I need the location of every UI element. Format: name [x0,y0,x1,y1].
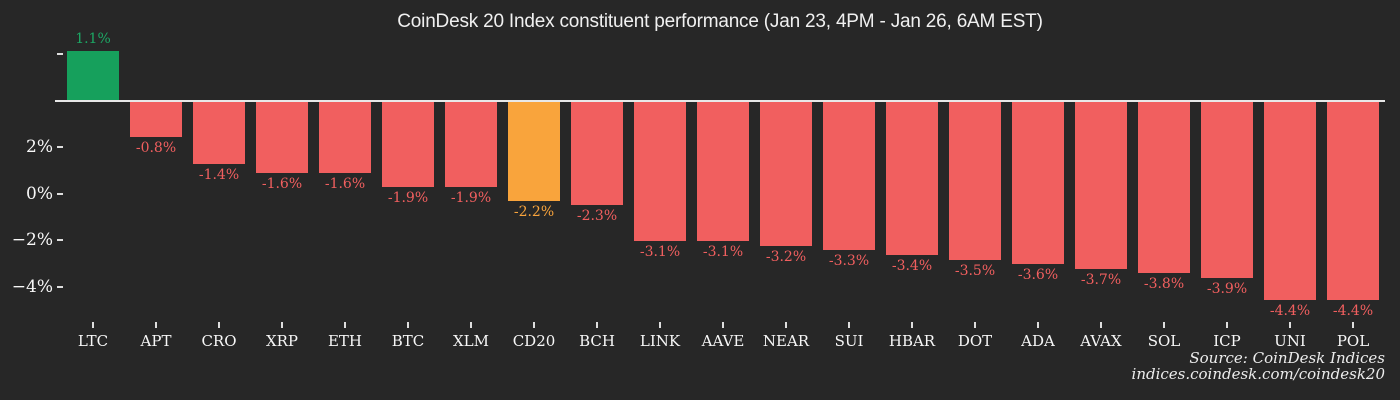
bar-sol [1138,101,1190,274]
bar-value-label: -1.6% [324,176,366,193]
x-axis-tick-mark [848,322,850,328]
x-axis-tick-mark [407,322,409,328]
bar-value-label: -3.1% [702,244,744,261]
bar-xlm [445,101,497,188]
bar-eth [319,101,371,174]
y-axis-tick-mark [57,146,63,148]
x-axis-tick-mark [218,322,220,328]
bar-icp [1201,101,1253,278]
y-axis-tick-label: −4% [11,277,53,297]
x-axis-label-btc: BTC [391,332,425,350]
bar-avax [1075,101,1127,269]
bar-ada [1012,101,1064,265]
bar-value-label: -3.8% [1143,276,1185,293]
bar-value-label: -3.1% [639,244,681,261]
bar-hbar [886,101,938,256]
x-axis-tick-mark [1100,322,1102,328]
x-axis-label-dot: DOT [957,332,993,350]
zero-baseline [55,100,1385,102]
x-axis-label-xlm: XLM [453,332,489,350]
x-axis-label-apt: APT [140,332,172,350]
bar-value-label: -1.6% [261,176,303,193]
bar-value-label: -3.9% [1206,280,1248,297]
bar-btc [382,101,434,188]
bar-aave [697,101,749,242]
x-axis-label-sol: SOL [1147,332,1181,350]
bar-value-label: -3.5% [954,262,996,279]
x-axis-label-avax: AVAX [1080,332,1122,350]
bar-value-label: -2.2% [513,203,555,220]
bar-pol [1327,101,1379,301]
y-axis-tick-mark [57,286,63,288]
bar-value-label: -1.9% [450,190,492,207]
x-axis-label-ada: ADA [1021,332,1055,350]
x-axis-label-uni: UNI [1274,332,1306,350]
bar-link [634,101,686,242]
x-axis-label-bch: BCH [579,332,615,350]
x-axis-tick-mark [1352,322,1354,328]
x-axis-label-xrp: XRP [265,332,299,350]
x-axis-tick-mark [92,322,94,328]
bar-cro [193,101,245,165]
x-axis-label-sui: SUI [834,332,864,350]
bar-uni [1264,101,1316,301]
y-axis-tick-label: −2% [11,230,53,250]
bar-value-label: -3.6% [1017,267,1059,284]
bar-value-label: -3.3% [828,253,870,270]
bar-apt [130,101,182,138]
bar-value-label: -1.4% [198,167,240,184]
x-axis-label-pol: POL [1336,332,1370,350]
x-axis-label-cd20: CD20 [512,332,556,350]
bar-near [760,101,812,246]
x-axis-label-aave: AAVE [701,332,745,350]
x-axis-tick-mark [596,322,598,328]
x-axis-tick-mark [533,322,535,328]
x-axis-label-link: LINK [639,332,681,350]
bar-value-label: -3.2% [765,248,807,265]
x-axis-tick-mark [1037,322,1039,328]
x-axis-label-eth: ETH [327,332,363,350]
x-axis-tick-mark [785,322,787,328]
source-line-2: indices.coindesk.com/coindesk20 [1131,365,1385,383]
bar-bch [571,101,623,206]
bar-dot [949,101,1001,260]
y-axis-tick-mark [57,192,63,195]
chart-title: CoinDesk 20 Index constituent performanc… [397,11,1043,32]
bar-value-label: 1.1% [75,31,111,48]
x-axis-label-ltc: LTC [77,332,109,350]
x-axis-label-cro: CRO [201,332,237,350]
bar-cd20 [508,101,560,201]
y-axis-tick-mark [57,53,63,55]
bar-value-label: -2.3% [576,208,618,225]
x-axis-label-hbar: HBAR [888,332,936,350]
bar-value-label: -4.4% [1332,303,1374,320]
y-axis-tick-label: 0% [26,183,53,204]
x-axis-tick-mark [1163,322,1165,328]
y-axis-tick-mark [57,239,63,241]
bar-value-label: -3.4% [891,258,933,275]
x-axis-tick-mark [722,322,724,328]
bar-value-label: -0.8% [135,140,177,157]
bar-value-label: -3.7% [1080,271,1122,288]
source-attribution: Source: CoinDesk Indices indices.coindes… [1132,350,1385,382]
source-line-1: Source: CoinDesk Indices [1189,349,1385,367]
y-axis-tick-label: 2% [26,137,53,157]
x-axis-tick-mark [470,322,472,328]
x-axis-tick-mark [1226,322,1228,328]
x-axis-label-icp: ICP [1213,332,1241,350]
x-axis-tick-mark [974,322,976,328]
x-axis-tick-mark [344,322,346,328]
bar-ltc [67,51,119,101]
bar-value-label: -1.9% [387,190,429,207]
x-axis-tick-mark [911,322,913,328]
bar-value-label: -4.4% [1269,303,1311,320]
bar-sui [823,101,875,251]
x-axis-tick-mark [155,322,157,328]
x-axis-tick-mark [281,322,283,328]
x-axis-tick-mark [659,322,661,328]
x-axis-tick-mark [1289,322,1291,328]
bar-xrp [256,101,308,174]
x-axis-label-near: NEAR [762,332,810,350]
